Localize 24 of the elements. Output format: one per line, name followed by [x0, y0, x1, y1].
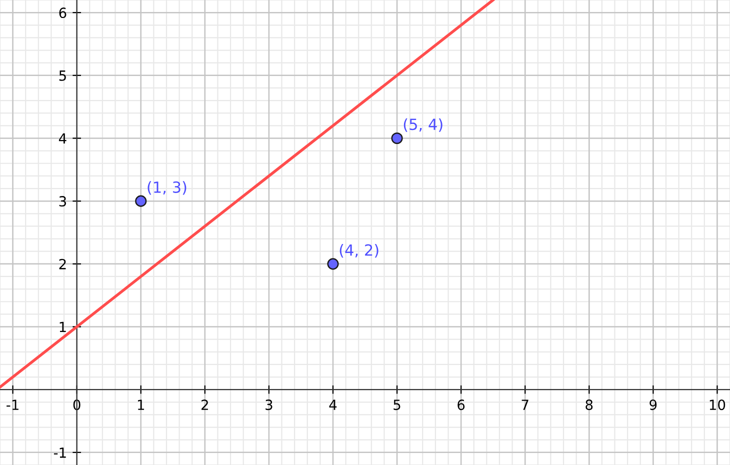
annotation: (1, 3) — [148, 181, 186, 195]
x-tick-label: 4 — [329, 400, 337, 410]
x-tick-label: 8 — [586, 400, 593, 410]
x-tick-label: 10 — [710, 400, 726, 410]
point — [327, 258, 339, 270]
y-tick-label: 3 — [59, 196, 66, 207]
y-tick-label: 5 — [59, 70, 66, 81]
y-tick-label: 1 — [60, 322, 66, 332]
y-tick-label: 2 — [59, 258, 66, 270]
x-tick-label: 3 — [266, 400, 272, 410]
x-tick-label: 7 — [522, 400, 528, 410]
x-tick-label: 2 — [202, 400, 208, 410]
y-tick-label: 6 — [59, 8, 66, 18]
annotation: (5, 4) — [404, 118, 442, 132]
x-tick-label: 9 — [650, 400, 657, 410]
x-tick-label: 5 — [394, 400, 400, 410]
y-tick-label: 4 — [58, 133, 66, 144]
point — [391, 132, 403, 144]
x-tick-label: 6 — [458, 400, 465, 410]
y-tick-label: -1 — [54, 448, 66, 458]
annotation: (4, 2) — [340, 244, 378, 258]
point — [135, 195, 147, 207]
x-tick-label: 1 — [138, 400, 144, 410]
x-tick-label: -1 — [6, 400, 18, 410]
